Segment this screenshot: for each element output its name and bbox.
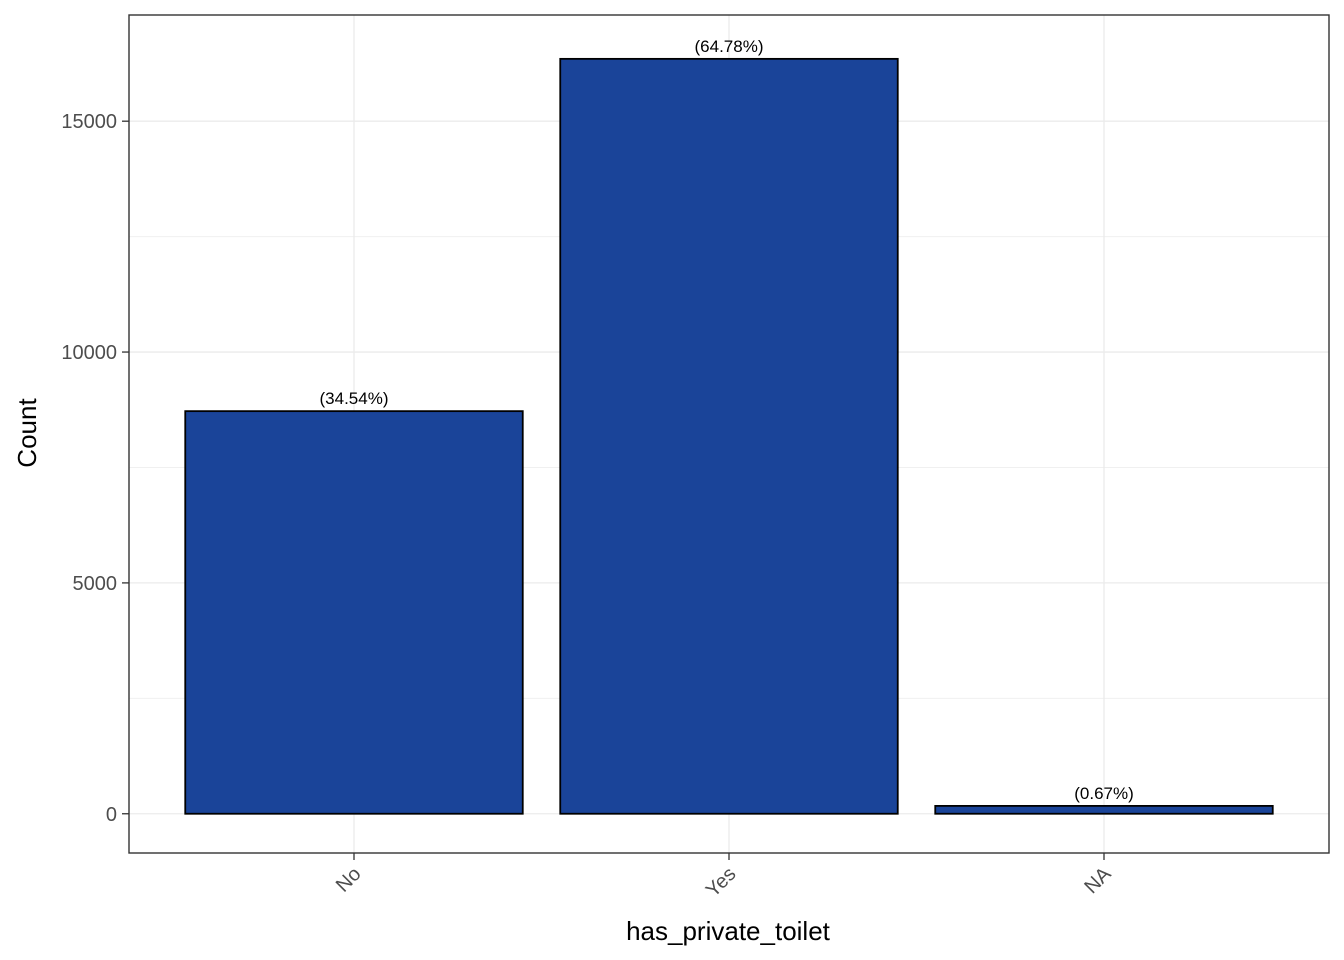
y-tick-label: 10000 — [61, 342, 117, 364]
bar-labels: (34.54%) (64.78%) (0.67%) — [320, 37, 1134, 803]
bar-label-na: (0.67%) — [1074, 784, 1134, 803]
bar-label-no: (34.54%) — [320, 389, 389, 408]
x-axis-title: has_private_toilet — [626, 916, 831, 946]
y-tick-label: 0 — [106, 804, 117, 826]
x-tick-label-yes: Yes — [702, 863, 741, 902]
y-tick-label: 15000 — [61, 111, 117, 133]
bar-yes — [559, 57, 899, 815]
bars — [184, 57, 1274, 815]
x-axis-ticks: No Yes NA — [332, 853, 1116, 902]
y-axis-ticks: 0 5000 10000 15000 — [61, 111, 129, 826]
x-tick-label-no: No — [332, 863, 366, 897]
bar-na — [934, 805, 1274, 815]
y-axis-title: Count — [12, 398, 42, 468]
bar-label-yes: (64.78%) — [695, 37, 764, 56]
x-tick-label-na: NA — [1080, 863, 1116, 899]
y-tick-label: 5000 — [73, 573, 118, 595]
bar-no — [184, 410, 524, 815]
